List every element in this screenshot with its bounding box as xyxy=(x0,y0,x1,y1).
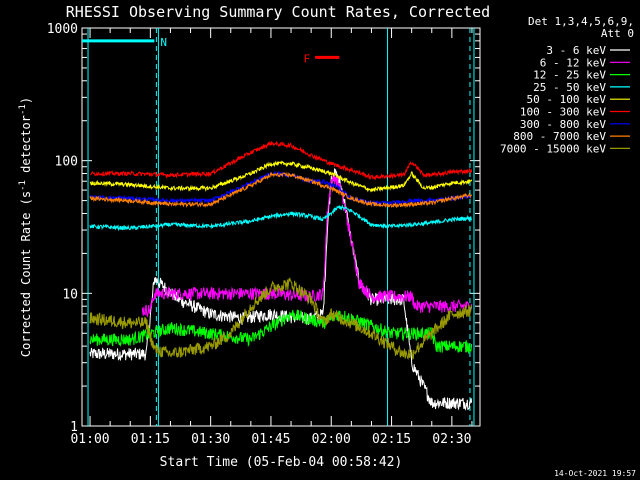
series-line-800-7000-kev xyxy=(89,171,473,209)
series-line-25-50-kev xyxy=(89,204,473,232)
cyan-guide-lines xyxy=(87,28,475,426)
x-tick-label: 01:00 xyxy=(70,432,109,447)
legend-label-50-100-kev: 50 - 100 keV xyxy=(527,93,607,106)
series-line-50-100-kev xyxy=(89,160,473,193)
x-tick-label: 01:45 xyxy=(251,432,290,447)
legend-label-6-12-kev: 6 - 12 keV xyxy=(540,56,607,69)
x-tick-label: 02:30 xyxy=(432,432,471,447)
y-tick-label: 1000 xyxy=(47,22,78,37)
legend-label-25-50-kev: 25 - 50 keV xyxy=(533,81,606,94)
axis-ticks: 01:00 01:15 01:30 01:45 02:00 02:15 02:30 1 10 10… xyxy=(47,22,480,447)
annotations-group: NF xyxy=(82,36,340,65)
legend-label-100-300-kev: 100 - 300 keV xyxy=(520,106,606,119)
y-axis-label: Corrected Count Rate (s-1 detector-1) xyxy=(18,97,33,357)
series-line-7000-15000-kev xyxy=(89,277,473,360)
x-tick-label: 01:30 xyxy=(191,432,230,447)
plot-frame xyxy=(81,27,481,427)
y-tick-label: 1 xyxy=(70,420,78,435)
series-line-6-12-kev xyxy=(141,174,473,318)
legend-label-7000-15000-kev: 7000 - 15000 keV xyxy=(500,142,606,155)
x-axis-label: Start Time (05-Feb-04 00:58:42) xyxy=(160,455,403,470)
legend-label-800-7000-kev: 800 - 7000 keV xyxy=(513,130,606,143)
annotation-label-n: N xyxy=(160,36,167,49)
legend-header: Att 0 xyxy=(601,27,634,40)
footer-timestamp: 14-Oct-2021 19:57 xyxy=(554,469,636,478)
x-tick-label: 01:15 xyxy=(131,432,170,447)
x-tick-label: 02:00 xyxy=(312,432,351,447)
annotation-label-f: F xyxy=(304,52,311,65)
legend-label-300-800-kev: 300 - 800 keV xyxy=(520,118,606,131)
legend-label-3-6-kev: 3 - 6 keV xyxy=(546,44,606,57)
x-tick-label: 02:15 xyxy=(372,432,411,447)
legend-header: Det 1,3,4,5,6,9, xyxy=(528,15,634,28)
y-tick-label: 100 xyxy=(55,155,78,170)
chart-title: RHESSI Observing Summary Count Rates, Co… xyxy=(66,3,490,21)
series-group xyxy=(89,140,473,411)
legend-label-12-25-kev: 12 - 25 keV xyxy=(533,69,606,82)
series-line-100-300-kev xyxy=(89,140,473,181)
y-tick-label: 10 xyxy=(62,287,78,302)
series-line-12-25-kev xyxy=(89,309,473,355)
